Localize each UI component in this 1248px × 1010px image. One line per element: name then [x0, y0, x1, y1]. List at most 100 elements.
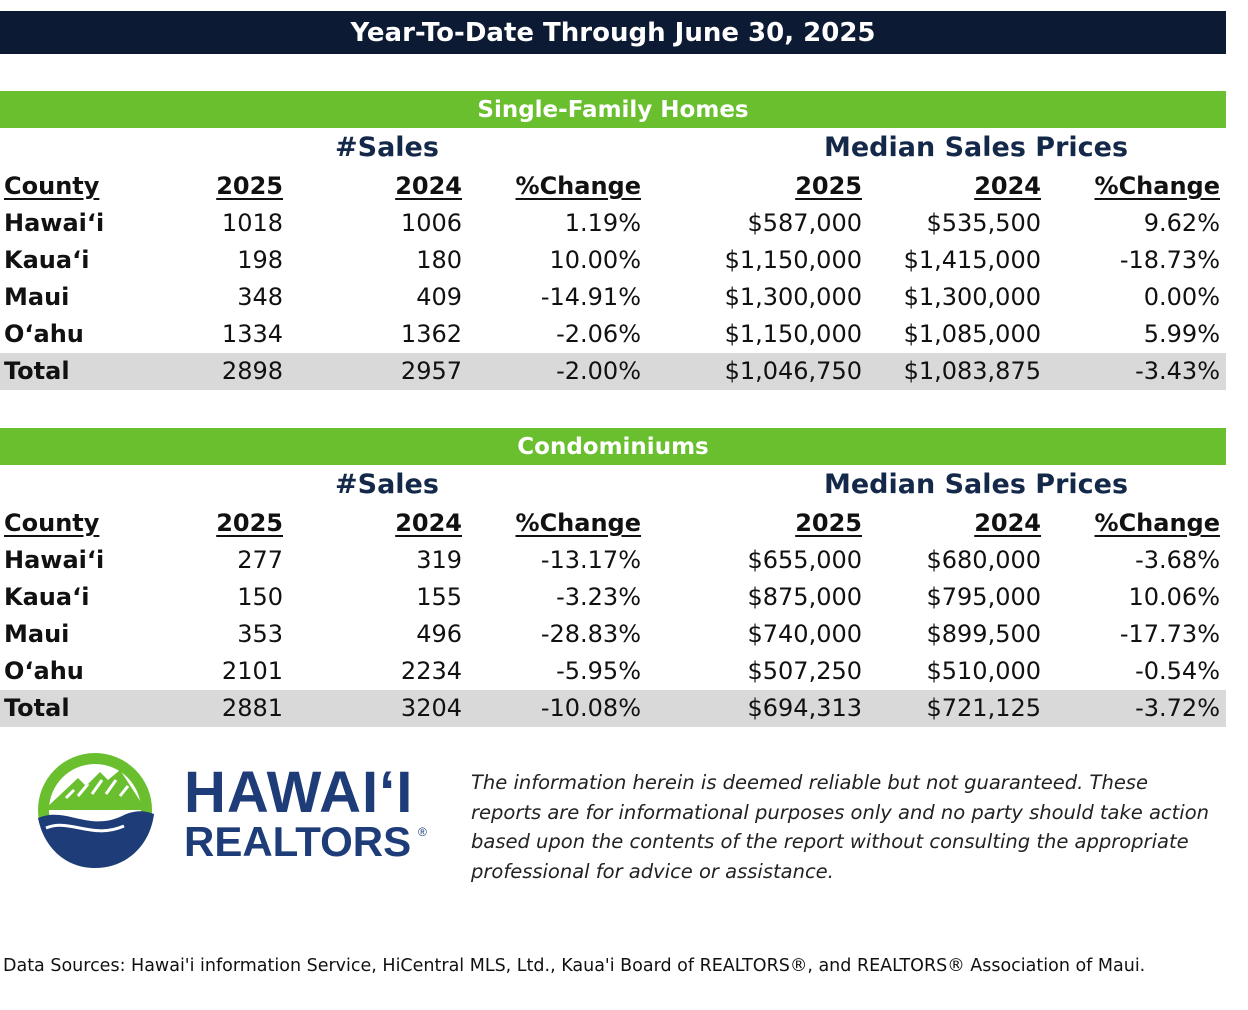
section-title: Condominiums — [0, 428, 1226, 465]
total-price-2025: $1,046,750 — [724, 357, 862, 385]
price-2024-cell: $510,000 — [926, 657, 1041, 685]
table-header-row: County 2025 2024 %Change 2025 2024 %Chan… — [0, 505, 1226, 542]
sales-2024-cell: 180 — [416, 246, 462, 274]
price-2024-cell: $1,300,000 — [903, 283, 1041, 311]
sales-change-cell: -5.95% — [556, 657, 641, 685]
header-sales-2025: 2025 — [216, 509, 283, 537]
price-change-cell: 10.06% — [1128, 583, 1220, 611]
county-cell: Hawaiʻi — [4, 209, 105, 237]
single-family-section: Single-Family Homes #Sales Median Sales … — [0, 91, 1226, 390]
sales-change-cell: -2.06% — [556, 320, 641, 348]
table-row: Hawaiʻi 1018 1006 1.19% $587,000 $535,50… — [0, 205, 1226, 242]
price-2025-cell: $740,000 — [747, 620, 862, 648]
price-2024-cell: $680,000 — [926, 546, 1041, 574]
county-cell: Hawaiʻi — [4, 546, 105, 574]
price-2024-cell: $899,500 — [926, 620, 1041, 648]
total-label: Total — [4, 357, 70, 385]
sales-change-cell: -14.91% — [540, 283, 641, 311]
price-change-cell: -17.73% — [1119, 620, 1220, 648]
sales-2025-cell: 348 — [237, 283, 283, 311]
county-cell: Maui — [4, 620, 70, 648]
price-change-cell: 9.62% — [1143, 209, 1220, 237]
sales-2025-cell: 1018 — [221, 209, 283, 237]
table-row: Kauaʻi 198 180 10.00% $1,150,000 $1,415,… — [0, 242, 1226, 279]
price-2024-cell: $1,085,000 — [903, 320, 1041, 348]
hawaii-realtors-logo: HAWAIʻI REALTORS ® — [38, 753, 427, 868]
table-row: Oʻahu 1334 1362 -2.06% $1,150,000 $1,085… — [0, 316, 1226, 353]
sales-2024-cell: 319 — [416, 546, 462, 574]
total-price-change: -3.43% — [1135, 357, 1220, 385]
report-title: Year-To-Date Through June 30, 2025 — [0, 11, 1226, 54]
county-cell: Oʻahu — [4, 320, 84, 348]
table-row: Maui 353 496 -28.83% $740,000 $899,500 -… — [0, 616, 1226, 653]
total-price-2025: $694,313 — [747, 694, 862, 722]
sales-2024-cell: 1362 — [400, 320, 462, 348]
price-change-cell: 5.99% — [1143, 320, 1220, 348]
price-2025-cell: $875,000 — [747, 583, 862, 611]
total-price-2024: $1,083,875 — [903, 357, 1041, 385]
total-sales-2025: 2881 — [221, 694, 283, 722]
county-cell: Oʻahu — [4, 657, 84, 685]
header-price-2024: 2024 — [974, 172, 1041, 200]
price-change-cell: 0.00% — [1143, 283, 1220, 311]
header-sales-2025: 2025 — [216, 172, 283, 200]
total-sales-change: -2.00% — [556, 357, 641, 385]
disclaimer-text: The information herein is deemed reliabl… — [471, 771, 1210, 883]
logo-registered-mark: ® — [418, 825, 427, 839]
header-sales-2024: 2024 — [395, 509, 462, 537]
sales-change-cell: 10.00% — [549, 246, 641, 274]
county-cell: Kauaʻi — [4, 583, 90, 611]
sales-2024-cell: 155 — [416, 583, 462, 611]
group-label-row: #Sales Median Sales Prices — [0, 465, 1226, 505]
price-2024-cell: $1,415,000 — [903, 246, 1041, 274]
sales-change-cell: 1.19% — [564, 209, 641, 237]
sales-2024-cell: 2234 — [400, 657, 462, 685]
sales-change-cell: -13.17% — [540, 546, 641, 574]
total-sales-2024: 2957 — [400, 357, 462, 385]
price-2025-cell: $507,250 — [747, 657, 862, 685]
sales-2025-cell: 277 — [237, 546, 283, 574]
price-change-cell: -0.54% — [1135, 657, 1220, 685]
header-price-2025: 2025 — [795, 509, 862, 537]
total-sales-change: -10.08% — [540, 694, 641, 722]
table-row: Oʻahu 2101 2234 -5.95% $507,250 $510,000… — [0, 653, 1226, 690]
table-row: Kauaʻi 150 155 -3.23% $875,000 $795,000 … — [0, 579, 1226, 616]
sales-2025-cell: 1334 — [221, 320, 283, 348]
header-price-change: %Change — [1094, 172, 1220, 200]
total-sales-2025: 2898 — [221, 357, 283, 385]
price-2025-cell: $1,150,000 — [724, 320, 862, 348]
header-sales-change: %Change — [515, 172, 641, 200]
sales-2024-cell: 409 — [416, 283, 462, 311]
sales-2025-cell: 150 — [237, 583, 283, 611]
price-2025-cell: $1,300,000 — [724, 283, 862, 311]
header-price-2025: 2025 — [795, 172, 862, 200]
table-row: Maui 348 409 -14.91% $1,300,000 $1,300,0… — [0, 279, 1226, 316]
sales-group-label: #Sales — [335, 132, 439, 163]
total-row: Total 2881 3204 -10.08% $694,313 $721,12… — [0, 690, 1226, 727]
logo-line1: HAWAIʻI — [184, 760, 413, 825]
data-sources-text: Data Sources: Hawai'i information Servic… — [3, 956, 1146, 976]
table-row: Hawaiʻi 277 319 -13.17% $655,000 $680,00… — [0, 542, 1226, 579]
mountain-wave-icon — [38, 753, 154, 868]
condominiums-section: Condominiums #Sales Median Sales Prices … — [0, 428, 1226, 727]
county-cell: Kauaʻi — [4, 246, 90, 274]
price-2025-cell: $587,000 — [747, 209, 862, 237]
sales-group-label: #Sales — [335, 469, 439, 500]
total-sales-2024: 3204 — [400, 694, 462, 722]
header-price-change: %Change — [1094, 509, 1220, 537]
price-2024-cell: $535,500 — [926, 209, 1041, 237]
header-price-2024: 2024 — [974, 509, 1041, 537]
price-2025-cell: $655,000 — [747, 546, 862, 574]
header-county: County — [4, 172, 100, 200]
sales-2024-cell: 1006 — [400, 209, 462, 237]
sales-change-cell: -3.23% — [556, 583, 641, 611]
price-2025-cell: $1,150,000 — [724, 246, 862, 274]
median-price-group-label: Median Sales Prices — [824, 132, 1129, 163]
sales-2025-cell: 198 — [237, 246, 283, 274]
header-county: County — [4, 509, 100, 537]
table-header-row: County 2025 2024 %Change 2025 2024 %Chan… — [0, 168, 1226, 205]
total-label: Total — [4, 694, 70, 722]
total-row: Total 2898 2957 -2.00% $1,046,750 $1,083… — [0, 353, 1226, 390]
header-sales-2024: 2024 — [395, 172, 462, 200]
header-sales-change: %Change — [515, 509, 641, 537]
